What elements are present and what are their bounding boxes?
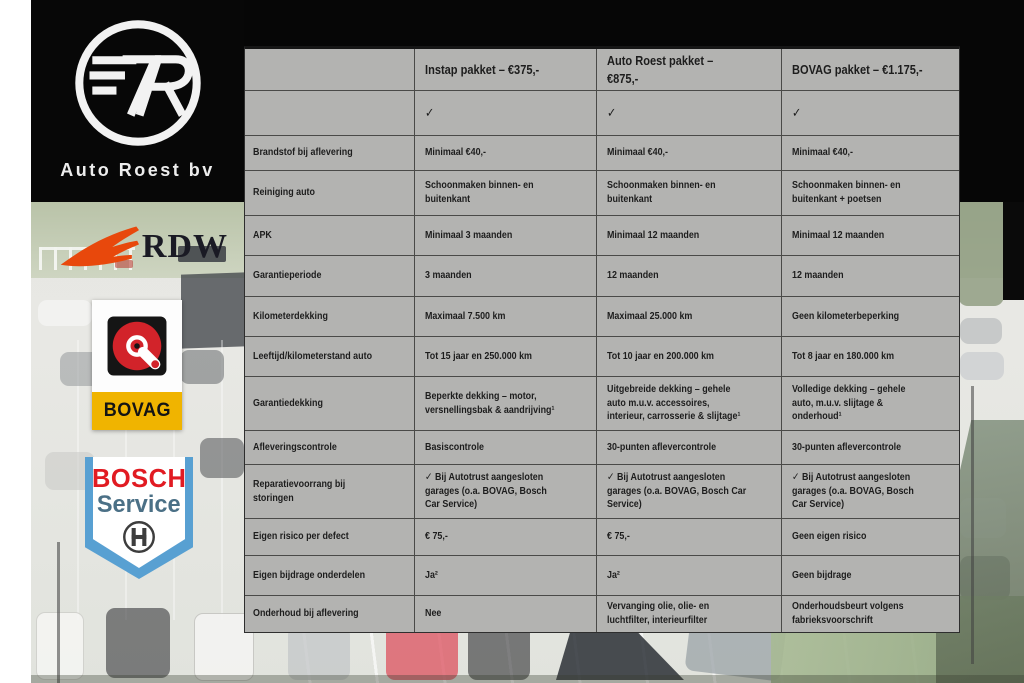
row-label: APK — [245, 216, 414, 255]
bosch-armature-icon — [123, 521, 155, 554]
row-label: Afleveringscontrole — [245, 431, 414, 464]
table-cell: € 75,- — [415, 519, 596, 555]
included-checkmark: ✓ — [782, 91, 959, 135]
table-cell: € 75,- — [597, 519, 781, 555]
table-cell: Schoonmaken binnen- en buitenkant + poet… — [782, 171, 959, 215]
black-corner-strip — [1003, 202, 1024, 300]
bovag-wordmark-band: BOVAG — [92, 392, 182, 430]
table-cell: Maximaal 7.500 km — [415, 297, 596, 336]
bovag-wordmark: BOVAG — [103, 400, 171, 421]
table-cell: 3 maanden — [415, 256, 596, 296]
photo-shadow — [31, 675, 1024, 683]
table-cell: Minimaal €40,- — [597, 136, 781, 170]
table-cell: Geen kilometerbeperking — [782, 297, 959, 336]
table-cell: Geen bijdrage — [782, 556, 959, 595]
row-label: Onderhoud bij aflevering — [245, 596, 414, 632]
table-cell: Minimaal €40,- — [782, 136, 959, 170]
photo-car — [200, 438, 244, 478]
table-cell: 12 maanden — [782, 256, 959, 296]
photo-car — [36, 612, 84, 680]
photo-car — [115, 260, 133, 268]
bovag-emblem — [92, 300, 182, 392]
table-cell: Tot 10 jaar en 200.000 km — [597, 337, 781, 376]
table-cell: 30-punten aflevercontrole — [597, 431, 781, 464]
table-cell: Tot 15 jaar en 250.000 km — [415, 337, 596, 376]
auto-roest-logo-block: Auto Roest bv — [31, 0, 244, 202]
row-label: Reiniging auto — [245, 171, 414, 215]
table-cell: Maximaal 25.000 km — [597, 297, 781, 336]
photo-car — [960, 318, 1002, 344]
table-cell: Minimaal 12 maanden — [782, 216, 959, 255]
row-label: Kilometerdekking — [245, 297, 414, 336]
white-margin — [0, 0, 31, 683]
photo-car — [960, 352, 1004, 380]
table-cell: Tot 8 jaar en 180.000 km — [782, 337, 959, 376]
bosch-service-wordmark: Service — [97, 491, 181, 519]
row-label: Garantieperiode — [245, 256, 414, 296]
table-cell: Vervanging olie, olie- en luchtfilter, i… — [597, 596, 781, 632]
table-cell: Volledige dekking – gehele auto, m.u.v. … — [782, 377, 959, 430]
table-cell: Ja² — [415, 556, 596, 595]
row-label: Eigen bijdrage onderdelen — [245, 556, 414, 595]
photo-car — [288, 626, 350, 680]
column-header: Auto Roest pakket – €875,- — [597, 49, 781, 90]
table-cell: ✓ Bij Autotrust aangesloten garages (o.a… — [782, 465, 959, 518]
included-checkmark: ✓ — [597, 91, 781, 135]
photo-car — [38, 300, 92, 326]
table-cell: Basiscontrole — [415, 431, 596, 464]
photo-treeline — [958, 198, 1004, 306]
auto-roest-monogram-icon — [75, 20, 201, 146]
bovag-logo: BOVAG — [92, 300, 182, 430]
bovag-wheel-icon — [107, 316, 167, 376]
table-cell: ✓ Bij Autotrust aangesloten garages (o.a… — [597, 465, 781, 518]
table-cell: Geen eigen risico — [782, 519, 959, 555]
dealer-name: Auto Roest bv — [60, 160, 215, 180]
photo-car — [180, 350, 224, 384]
bosch-wordmark: BOSCH — [91, 463, 187, 493]
black-right-band — [960, 0, 1024, 202]
column-header-empty — [245, 49, 414, 90]
rdw-flame-icon — [60, 226, 140, 267]
photo-car — [106, 608, 170, 678]
table-cell: Schoonmaken binnen- en buitenkant — [415, 171, 596, 215]
table-cell: Minimaal 12 maanden — [597, 216, 781, 255]
photo-lamppost — [57, 542, 60, 683]
bosch-service-shield: BOSCH Service — [93, 457, 185, 568]
table-cell: ✓ Bij Autotrust aangesloten garages (o.a… — [415, 465, 596, 518]
rdw-logo: RDW — [58, 218, 228, 276]
table-cell: Schoonmaken binnen- en buitenkant — [597, 171, 781, 215]
column-header: Instap pakket – €375,- — [415, 49, 596, 90]
included-checkmark: ✓ — [415, 91, 596, 135]
row-label: Eigen risico per defect — [245, 519, 414, 555]
column-header: BOVAG pakket – €1.175,- — [782, 49, 959, 90]
rdw-wordmark: RDW — [141, 228, 228, 265]
photo-lamppost — [971, 386, 974, 664]
table-cell: Ja² — [597, 556, 781, 595]
photo-sign — [178, 246, 226, 262]
table-cell: 30-punten aflevercontrole — [782, 431, 959, 464]
table-cell: Uitgebreide dekking – gehele auto m.u.v.… — [597, 377, 781, 430]
package-comparison-table: Instap pakket – €375,- Auto Roest pakket … — [244, 46, 960, 633]
table-cell: Onderhoudsbeurt volgens fabrieksvoorschr… — [782, 596, 959, 632]
row-label: Leeftijd/kilometerstand auto — [245, 337, 414, 376]
table-cell: Minimaal €40,- — [415, 136, 596, 170]
table-cell: Beperkte dekking – motor, versnellingsba… — [415, 377, 596, 430]
black-header-band — [244, 0, 1003, 46]
row-label: Garantiedekking — [245, 377, 414, 430]
row-label: Brandstof bij aflevering — [245, 136, 414, 170]
table-cell: 12 maanden — [597, 256, 781, 296]
row-label — [245, 91, 414, 135]
row-label: Reparatievoorrang bij storingen — [245, 465, 414, 518]
table-cell: Nee — [415, 596, 596, 632]
table-cell: Minimaal 3 maanden — [415, 216, 596, 255]
